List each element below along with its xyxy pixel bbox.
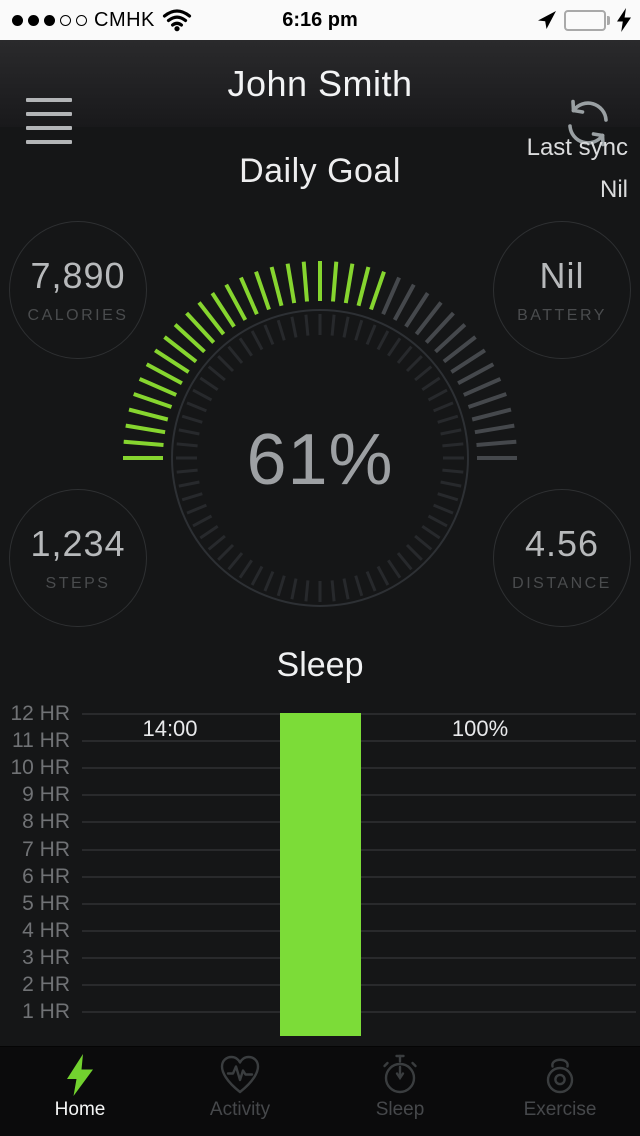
- sleep-bar: [280, 713, 361, 1037]
- sleep-axis-label: 6 HR: [22, 864, 70, 888]
- sleep-axis-label: 10 HR: [10, 756, 70, 780]
- stat-circle-calories[interactable]: 7,890 CALORIES: [9, 221, 147, 359]
- last-sync-info: Last sync Nil: [527, 134, 628, 204]
- sleep-title: Sleep: [276, 646, 364, 684]
- sleep-axis-label: 5 HR: [22, 891, 70, 915]
- tab-home-label: Home: [54, 1099, 106, 1120]
- calories-label: CALORIES: [27, 307, 129, 324]
- sync-icon: [568, 99, 608, 147]
- sleep-axis-label: 3 HR: [22, 945, 70, 969]
- sleep-start-time-label: 14:00: [142, 716, 198, 741]
- carrier-label: CMHK: [94, 8, 155, 31]
- signal-dot: [28, 14, 39, 26]
- header: John Smith: [0, 40, 640, 147]
- location-arrow-icon: [538, 11, 556, 29]
- menu-button[interactable]: [26, 96, 74, 146]
- sleep-axis-label: 9 HR: [22, 783, 70, 807]
- status-bar-right: [537, 0, 632, 40]
- signal-dot: [76, 14, 87, 26]
- distance-label: DISTANCE: [512, 575, 612, 592]
- sleep-axis-label: 8 HR: [22, 810, 70, 834]
- battery-label: BATTERY: [517, 307, 607, 324]
- sleep-axis-label: 1 HR: [22, 1000, 70, 1024]
- sleep-axis-label: 12 HR: [10, 702, 70, 725]
- menu-icon: [26, 98, 72, 102]
- last-sync-value: Nil: [600, 176, 628, 203]
- signal-strength-icon: [12, 14, 87, 26]
- tab-exercise[interactable]: Exercise: [480, 1047, 640, 1136]
- sleep-axis-label: 4 HR: [22, 918, 70, 942]
- tab-sleep-label: Sleep: [375, 1099, 425, 1120]
- tab-sleep[interactable]: Sleep: [320, 1047, 480, 1136]
- tab-exercise-label: Exercise: [523, 1099, 597, 1120]
- signal-dot: [12, 14, 23, 26]
- tab-activity-label: Activity: [209, 1099, 271, 1120]
- daily-goal-title: Daily Goal: [239, 152, 401, 190]
- page-title: John Smith: [227, 63, 413, 104]
- calories-value: 7,890: [30, 255, 126, 296]
- stat-circle-distance[interactable]: 4.56 DISTANCE: [493, 489, 631, 627]
- battery-value: Nil: [539, 255, 585, 296]
- sleep-chart: 14:00 100% 12 HR 11 HR 10 HR 9 HR 8 HR 7 HR 6 …: [0, 700, 640, 1046]
- tab-activity[interactable]: Activity: [160, 1047, 320, 1136]
- status-bar-left: CMHK: [12, 0, 192, 40]
- steps-value: 1,234: [30, 523, 126, 564]
- status-bar: CMHK 6:16 pm: [0, 0, 640, 40]
- sync-button[interactable]: [560, 94, 616, 152]
- heart-pulse-icon: [220, 1055, 260, 1094]
- goal-percent: 61%: [246, 420, 394, 500]
- stopwatch-icon: [383, 1054, 417, 1094]
- sleep-quality-label: 100%: [451, 716, 509, 741]
- distance-value: 4.56: [524, 523, 600, 564]
- lightning-icon: [67, 1054, 93, 1096]
- charging-bolt-icon: [617, 8, 631, 32]
- last-sync-label: Last sync: [526, 134, 628, 161]
- stat-circle-battery[interactable]: Nil BATTERY: [493, 221, 631, 359]
- daily-goal-gauge-section: 7,890 CALORIES Nil BATTERY 1,234 STEPS 4…: [0, 210, 640, 650]
- kettlebell-icon: [546, 1058, 574, 1094]
- signal-dot: [44, 14, 55, 26]
- clock-label: 6:16 pm: [282, 9, 358, 31]
- tab-bar: Home Activity: [0, 1046, 640, 1136]
- sleep-axis-label: 7 HR: [22, 837, 70, 861]
- signal-dot: [60, 14, 71, 26]
- stat-circle-steps[interactable]: 1,234 STEPS: [9, 489, 147, 627]
- tab-home[interactable]: Home: [0, 1047, 160, 1136]
- sleep-axis-label: 2 HR: [22, 973, 70, 996]
- steps-label: STEPS: [45, 575, 111, 592]
- wifi-icon: [162, 9, 191, 32]
- sleep-axis-label: 11 HR: [12, 729, 70, 753]
- battery-icon: [564, 9, 610, 31]
